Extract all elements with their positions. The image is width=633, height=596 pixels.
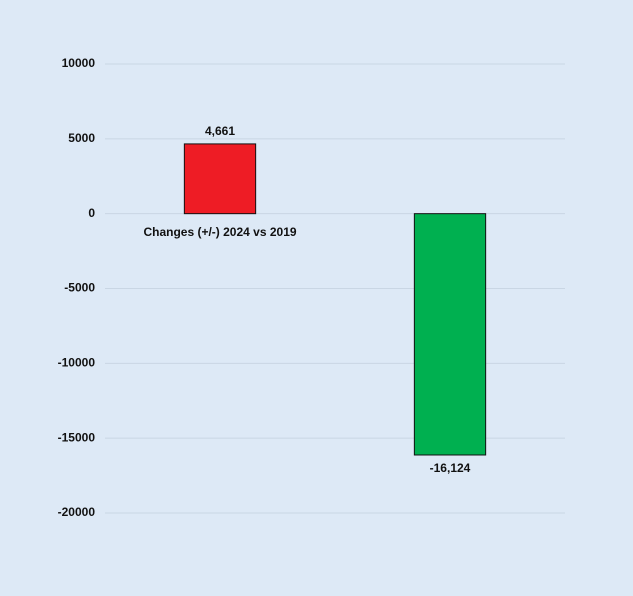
bar [413,213,487,456]
x-tick-label: Changes (+/-) 2024 vs 2019 [143,225,296,239]
y-tick-label: -10000 [58,356,96,370]
data-label: 4,661 [205,124,235,138]
y-tick-label: -5000 [64,281,95,295]
y-tick-label: -15000 [58,430,96,444]
bar [183,143,257,215]
y-tick-label: 5000 [68,131,95,145]
data-label: -16,124 [430,461,471,475]
y-tick-label: -20000 [58,505,96,519]
y-tick-label: 0 [88,206,95,220]
y-tick-label: 10000 [62,56,96,70]
